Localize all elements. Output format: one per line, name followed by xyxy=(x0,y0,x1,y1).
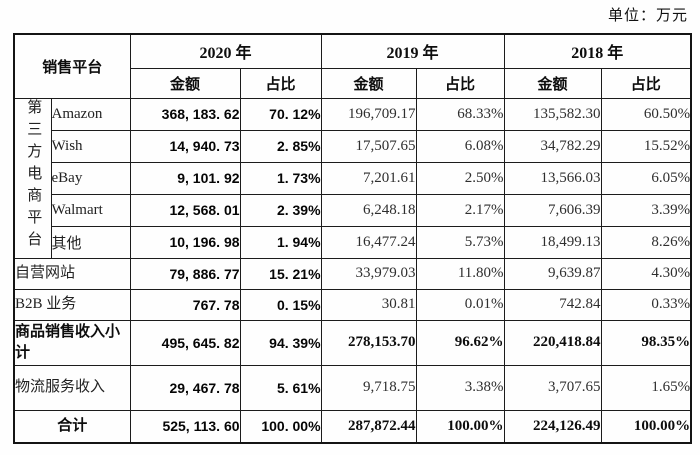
table-row-ebay: eBay 9, 101. 92 1. 73% 7,201.61 2.50% 13… xyxy=(14,161,692,195)
header-platform: 销售平台 xyxy=(13,33,131,99)
header-amount-2020: 金额 xyxy=(129,67,241,99)
cell-ratio-2018: 60.50% xyxy=(600,97,692,131)
cell-ratio-2018: 8.26% xyxy=(600,225,692,259)
cell-ratio-2020: 94. 39% xyxy=(239,319,322,366)
cell-ratio-2020: 70. 12% xyxy=(239,97,322,131)
cell-amount-2019: 287,872.44 xyxy=(320,409,417,444)
header-ratio-2020: 占比 xyxy=(239,67,322,99)
cell-ratio-2018: 3.39% xyxy=(600,193,692,227)
cell-amount-2018: 7,606.39 xyxy=(503,193,602,227)
cell-amount-2020: 79, 886. 77 xyxy=(129,257,241,290)
cell-amount-2020: 495, 645. 82 xyxy=(129,319,241,366)
cell-platform: Amazon xyxy=(50,97,131,131)
cell-amount-2018: 13,566.03 xyxy=(503,161,602,195)
cell-row-label: B2B 业务 xyxy=(13,288,131,321)
cell-ratio-2018: 98.35% xyxy=(600,319,692,366)
table-row-other: 其他 10, 196. 98 1. 94% 16,477.24 5.73% 18… xyxy=(14,225,692,259)
header-row-years: 销售平台 2020 年 2019 年 2018 年 xyxy=(13,33,692,99)
cell-ratio-2018: 0.33% xyxy=(600,288,692,321)
cell-ratio-2018: 100.00% xyxy=(600,409,692,444)
cell-amount-2020: 767. 78 xyxy=(129,288,241,321)
cell-amount-2018: 3,707.65 xyxy=(503,364,602,411)
header-ratio-2018: 占比 xyxy=(600,67,692,99)
cell-ratio-2018: 15.52% xyxy=(600,129,692,163)
cell-amount-2019: 16,477.24 xyxy=(320,225,417,259)
header-row-measures: 金额 占比 金额 占比 金额 占比 xyxy=(14,67,692,99)
cell-ratio-2019: 6.08% xyxy=(415,129,505,163)
cell-amount-2019: 7,201.61 xyxy=(320,161,417,195)
cell-ratio-2019: 100.00% xyxy=(415,409,505,444)
cell-ratio-2019: 3.38% xyxy=(415,364,505,411)
unit-label: 单位：万元 xyxy=(607,8,688,24)
cell-ratio-2020: 0. 15% xyxy=(239,288,322,321)
cell-amount-2020: 12, 568. 01 xyxy=(129,193,241,227)
header-year-2018: 2018 年 xyxy=(503,33,692,69)
cell-ratio-2019: 5.73% xyxy=(415,225,505,259)
table-row-wish: Wish 14, 940. 73 2. 85% 17,507.65 6.08% … xyxy=(14,129,692,163)
table-row-walmart: Walmart 12, 568. 01 2. 39% 6,248.18 2.17… xyxy=(14,193,692,227)
cell-amount-2020: 368, 183. 62 xyxy=(129,97,241,131)
header-year-2019: 2019 年 xyxy=(320,33,505,69)
cell-ratio-2020: 1. 73% xyxy=(239,161,322,195)
cell-amount-2019: 17,507.65 xyxy=(320,129,417,163)
cell-ratio-2019: 68.33% xyxy=(415,97,505,131)
cell-ratio-2018: 4.30% xyxy=(600,257,692,290)
cell-amount-2019: 33,979.03 xyxy=(320,257,417,290)
cell-amount-2019: 196,709.17 xyxy=(320,97,417,131)
cell-row-label: 自营网站 xyxy=(13,257,131,290)
cell-amount-2018: 224,126.49 xyxy=(503,409,602,444)
cell-row-label: 合计 xyxy=(13,409,131,444)
cell-amount-2018: 220,418.84 xyxy=(503,319,602,366)
cell-ratio-2019: 0.01% xyxy=(415,288,505,321)
header-amount-2018: 金额 xyxy=(503,67,602,99)
cell-ratio-2020: 15. 21% xyxy=(239,257,322,290)
cell-ratio-2020: 5. 61% xyxy=(239,364,322,411)
cell-platform: Wish xyxy=(50,129,131,163)
table-row-b2b: B2B 业务 767. 78 0. 15% 30.81 0.01% 742.84… xyxy=(13,288,692,321)
group-label-third-party: 第三方电商平台 xyxy=(13,97,52,259)
cell-ratio-2018: 1.65% xyxy=(600,364,692,411)
cell-platform: eBay xyxy=(50,161,131,195)
cell-amount-2018: 742.84 xyxy=(503,288,602,321)
cell-amount-2020: 29, 467. 78 xyxy=(129,364,241,411)
cell-row-label: 物流服务收入 xyxy=(13,364,131,411)
cell-ratio-2020: 100. 00% xyxy=(239,409,322,444)
cell-amount-2020: 525, 113. 60 xyxy=(129,409,241,444)
cell-platform: Walmart xyxy=(50,193,131,227)
cell-ratio-2020: 2. 39% xyxy=(239,193,322,227)
cell-ratio-2019: 11.80% xyxy=(415,257,505,290)
cell-ratio-2019: 2.17% xyxy=(415,193,505,227)
cell-row-label: 商品销售收入小计 xyxy=(13,319,131,366)
table-row-amazon: 第三方电商平台 Amazon 368, 183. 62 70. 12% 196,… xyxy=(13,97,692,259)
cell-ratio-2018: 6.05% xyxy=(600,161,692,195)
cell-amount-2019: 30.81 xyxy=(320,288,417,321)
cell-amount-2019: 278,153.70 xyxy=(320,319,417,366)
table-row-total: 合计 525, 113. 60 100. 00% 287,872.44 100.… xyxy=(13,409,692,444)
table-row-logistics: 物流服务收入 29, 467. 78 5. 61% 9,718.75 3.38%… xyxy=(13,364,692,411)
cell-amount-2020: 10, 196. 98 xyxy=(129,225,241,259)
cell-ratio-2019: 96.62% xyxy=(415,319,505,366)
table-row-goods-subtotal: 商品销售收入小计 495, 645. 82 94. 39% 278,153.70… xyxy=(13,319,692,366)
cell-amount-2020: 9, 101. 92 xyxy=(129,161,241,195)
cell-amount-2018: 18,499.13 xyxy=(503,225,602,259)
cell-amount-2018: 135,582.30 xyxy=(503,97,602,131)
cell-amount-2019: 9,718.75 xyxy=(320,364,417,411)
table-row-own-website: 自营网站 79, 886. 77 15. 21% 33,979.03 11.80… xyxy=(13,257,692,290)
cell-ratio-2019: 2.50% xyxy=(415,161,505,195)
cell-ratio-2020: 1. 94% xyxy=(239,225,322,259)
cell-amount-2018: 34,782.29 xyxy=(503,129,602,163)
cell-amount-2019: 6,248.18 xyxy=(320,193,417,227)
header-year-2020: 2020 年 xyxy=(129,33,322,69)
cell-amount-2020: 14, 940. 73 xyxy=(129,129,241,163)
sales-table: 销售平台 2020 年 2019 年 2018 年 金额 占比 金额 占比 金额… xyxy=(13,33,693,444)
cell-platform: 其他 xyxy=(50,225,131,259)
header-ratio-2019: 占比 xyxy=(415,67,505,99)
header-amount-2019: 金额 xyxy=(320,67,417,99)
cell-ratio-2020: 2. 85% xyxy=(239,129,322,163)
cell-amount-2018: 9,639.87 xyxy=(503,257,602,290)
